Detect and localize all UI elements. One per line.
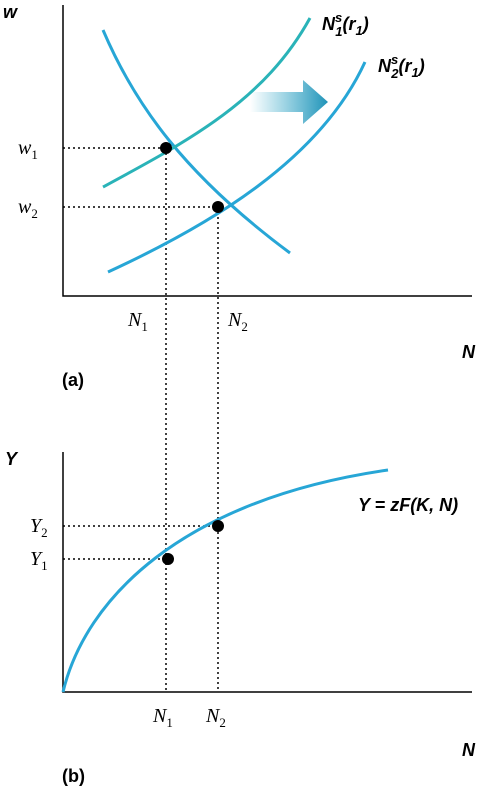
tick-label: N1 [152, 705, 173, 730]
t: w [18, 196, 32, 218]
supply-curve-1 [102, 17, 312, 189]
panel-label: (b) [62, 766, 85, 786]
tick-label: Y2 [30, 515, 48, 540]
supply-curve-2 [107, 61, 367, 274]
t: 1 [335, 24, 342, 39]
t: N [227, 309, 243, 331]
panel-label: (a) [62, 370, 84, 390]
t: N [322, 14, 336, 34]
tick-label: w2 [18, 196, 38, 221]
t: N [152, 705, 168, 727]
t: Y [30, 515, 43, 537]
t: 1 [141, 319, 148, 334]
t: N [378, 56, 392, 76]
production-curve [61, 468, 389, 693]
t: s [391, 52, 398, 67]
t: s [335, 10, 342, 25]
t: 2 [219, 715, 226, 730]
tick-label: N1 [127, 309, 148, 334]
t: ) [361, 14, 369, 34]
t: Y [30, 548, 43, 570]
tick-label: N2 [205, 705, 226, 730]
curve-label: Ns 2(r1) [378, 52, 425, 81]
t: 1 [411, 65, 418, 80]
t: 1 [166, 715, 173, 730]
t: 2 [31, 206, 38, 221]
x-axis-label: N [462, 740, 476, 760]
t: 1 [31, 147, 38, 162]
tick-label: N2 [227, 309, 248, 334]
y-axis-label: w [3, 2, 18, 22]
t: 1 [355, 23, 362, 38]
point [162, 553, 174, 565]
t: (r [398, 56, 412, 76]
curve-label: Y = zF(K, N) [358, 495, 458, 515]
demand-curve [101, 29, 291, 255]
t: 2 [241, 319, 248, 334]
y-axis-label: Y [5, 449, 19, 469]
shift-arrow [250, 80, 328, 124]
t: w [18, 137, 32, 159]
point [212, 520, 224, 532]
axes [62, 5, 472, 297]
curve-label: Ns 1(r1) [322, 10, 369, 39]
t: ) [417, 56, 425, 76]
t: 2 [390, 66, 399, 81]
t: N [127, 309, 143, 331]
axes [62, 452, 472, 693]
tick-label: Y1 [30, 548, 48, 573]
t: (r [342, 14, 356, 34]
t: N [205, 705, 221, 727]
t: 2 [41, 525, 48, 540]
point [212, 201, 224, 213]
guides [63, 525, 218, 560]
tick-label: w1 [18, 137, 38, 162]
point [160, 142, 172, 154]
t: 1 [41, 558, 48, 573]
guides [63, 147, 219, 692]
x-axis-label: N [462, 342, 476, 362]
